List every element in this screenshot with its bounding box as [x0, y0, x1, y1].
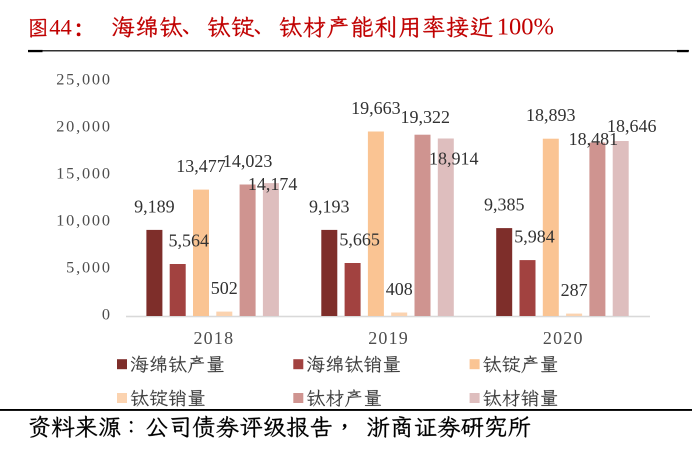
svg-text:44: 44 [49, 14, 72, 39]
svg-text:19,663: 19,663 [351, 98, 401, 118]
svg-text:2019: 2019 [368, 328, 409, 348]
svg-text:18,914: 18,914 [429, 149, 479, 169]
svg-text:2018: 2018 [193, 328, 234, 348]
svg-text:18,646: 18,646 [607, 116, 657, 136]
svg-text:18,893: 18,893 [526, 105, 576, 125]
svg-text:19,322: 19,322 [400, 107, 450, 127]
svg-text:15,000: 15,000 [56, 163, 112, 182]
svg-text:9,193: 9,193 [309, 196, 350, 216]
svg-text:2020: 2020 [543, 328, 584, 348]
svg-text:18,481: 18,481 [569, 129, 619, 149]
svg-text:408: 408 [386, 279, 413, 299]
svg-text:5,564: 5,564 [168, 231, 209, 251]
svg-text:287: 287 [561, 280, 588, 300]
svg-text:5,984: 5,984 [514, 227, 555, 247]
svg-text:502: 502 [211, 278, 238, 298]
svg-text:14,174: 14,174 [248, 174, 298, 194]
svg-text:100%: 100% [497, 13, 554, 40]
svg-text:9,189: 9,189 [134, 196, 175, 216]
svg-text:25,000: 25,000 [56, 69, 112, 88]
svg-text:0: 0 [102, 304, 112, 323]
svg-text:10,000: 10,000 [56, 210, 112, 229]
svg-text:9,385: 9,385 [484, 195, 525, 215]
svg-text:5,000: 5,000 [66, 257, 112, 276]
svg-text:13,477: 13,477 [176, 156, 226, 176]
svg-text:14,023: 14,023 [223, 151, 273, 171]
svg-text:20,000: 20,000 [56, 116, 112, 135]
svg-text:5,665: 5,665 [339, 230, 380, 250]
